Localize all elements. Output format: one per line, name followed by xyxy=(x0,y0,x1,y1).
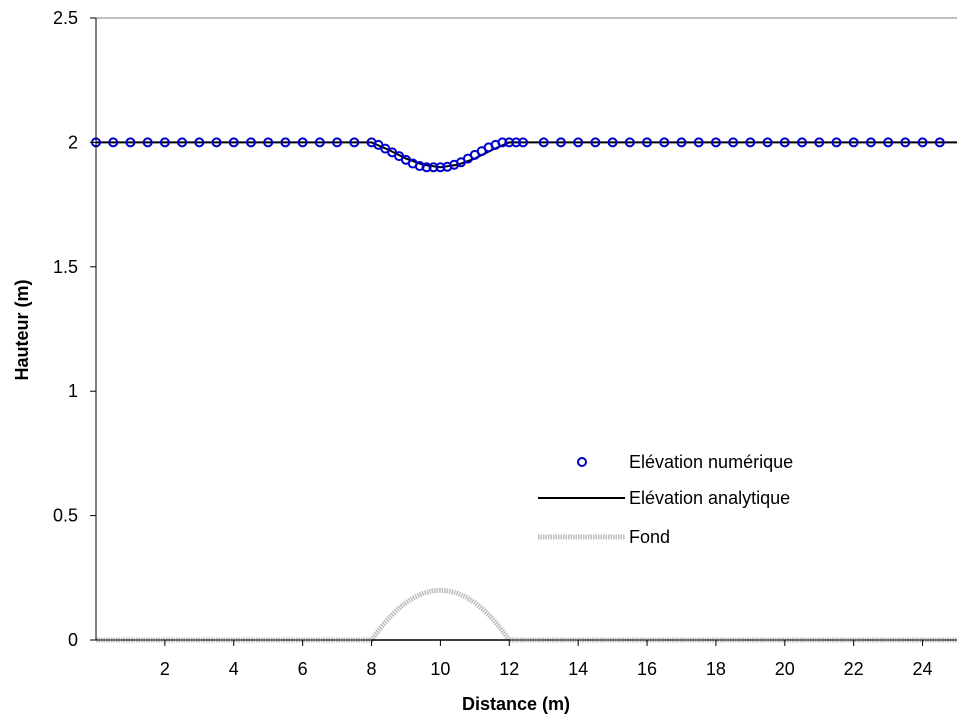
series-numerique-point xyxy=(814,137,825,148)
y-tick-label: 1.5 xyxy=(53,257,78,277)
legend-label-analytique: Elévation analytique xyxy=(629,488,790,508)
series-numerique-point xyxy=(314,137,325,148)
series-numerique-point xyxy=(280,137,291,148)
x-tick-label: 22 xyxy=(844,659,864,679)
series-numerique-point xyxy=(518,137,529,148)
x-tick-label: 4 xyxy=(229,659,239,679)
series-numerique-point xyxy=(177,137,188,148)
x-tick-label: 6 xyxy=(298,659,308,679)
legend-label-fond: Fond xyxy=(629,527,670,547)
series-numerique-point xyxy=(573,137,584,148)
series-numerique-point xyxy=(624,137,635,148)
series-numerique-point xyxy=(745,137,756,148)
series-numerique-point xyxy=(728,137,739,148)
series-fond-line xyxy=(96,587,957,643)
series-numerique-point xyxy=(917,137,928,148)
series-numerique-point xyxy=(779,137,790,148)
series-numerique-point xyxy=(642,137,653,148)
axes-layer xyxy=(95,17,957,641)
x-tick-label: 12 xyxy=(499,659,519,679)
x-tick-label: 14 xyxy=(568,659,588,679)
series-numerique-point xyxy=(125,137,136,148)
series-numerique-point xyxy=(900,137,911,148)
series-analytique-line xyxy=(96,141,957,169)
series-layer xyxy=(91,137,957,643)
legend-label-numerique: Elévation numérique xyxy=(629,452,793,472)
series-numerique-point xyxy=(504,137,515,148)
ticks-layer: 00.511.522.52 4 6 8 10 12 14 16 18 20 22 24 xyxy=(53,8,933,679)
series-numerique-point xyxy=(590,137,601,148)
series-numerique-point xyxy=(159,137,170,148)
x-axis-title: Distance (m) xyxy=(462,694,570,714)
series-numerique-point xyxy=(934,137,945,148)
series-numerique-point xyxy=(659,137,670,148)
x-tick-label: 24 xyxy=(913,659,933,679)
legend: Elévation numérique Elévation analytique… xyxy=(538,452,793,547)
series-numerique-point xyxy=(421,162,432,173)
y-tick-label: 2.5 xyxy=(53,8,78,28)
series-numerique-point xyxy=(349,137,360,148)
series-numerique-point xyxy=(607,137,618,148)
series-numerique-point xyxy=(693,137,704,148)
series-numerique-point xyxy=(865,137,876,148)
y-axis-title: Hauteur (m) xyxy=(12,279,32,380)
y-tick-label: 0.5 xyxy=(53,506,78,526)
series-numerique-point xyxy=(538,137,549,148)
series-numerique-point xyxy=(797,137,808,148)
x-tick-label: 20 xyxy=(775,659,795,679)
x-tick-label: 16 xyxy=(637,659,657,679)
x-tick-label: 18 xyxy=(706,659,726,679)
series-numerique-point xyxy=(848,137,859,148)
series-numerique-point xyxy=(245,137,256,148)
series-numerique-point xyxy=(511,137,522,148)
series-numerique-point xyxy=(332,137,343,148)
legend-marker-numerique xyxy=(577,457,587,467)
series-numerique-point xyxy=(194,137,205,148)
series-numerique-point xyxy=(497,137,508,148)
series-numerique-point xyxy=(142,137,153,148)
x-tick-label: 10 xyxy=(430,659,450,679)
series-numerique-point xyxy=(263,137,274,148)
y-tick-label: 0 xyxy=(68,630,78,650)
series-numerique-point xyxy=(108,137,119,148)
series-numerique-point xyxy=(831,137,842,148)
series-numerique-point xyxy=(435,162,446,173)
x-tick-label: 8 xyxy=(367,659,377,679)
series-numerique-point xyxy=(883,137,894,148)
y-tick-label: 2 xyxy=(68,132,78,152)
series-numerique-point xyxy=(676,137,687,148)
x-tick-label: 2 xyxy=(160,659,170,679)
series-numerique-point xyxy=(710,137,721,148)
y-tick-label: 1 xyxy=(68,381,78,401)
series-numerique-point xyxy=(297,137,308,148)
series-numerique-point xyxy=(428,162,439,173)
series-numerique-point xyxy=(555,137,566,148)
series-numerique-point xyxy=(762,137,773,148)
series-numerique-point xyxy=(211,137,222,148)
series-numerique-point xyxy=(228,137,239,148)
